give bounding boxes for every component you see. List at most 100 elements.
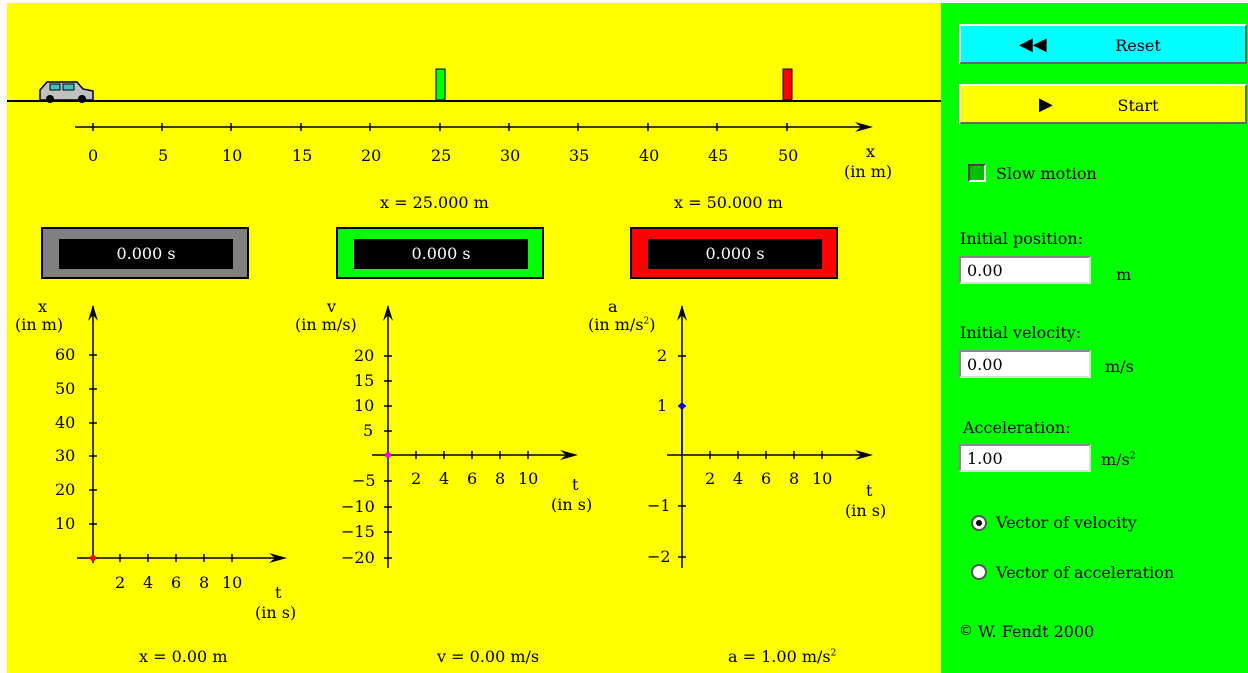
road-tick-label: 45 [708, 146, 729, 165]
graph-x-xtick: 8 [199, 573, 210, 592]
acceleration-label: Acceleration: [963, 418, 1071, 437]
graph-x-xtick: 10 [222, 573, 243, 592]
graph-x-ytick: 40 [55, 413, 76, 432]
graph-a-axes [667, 306, 867, 568]
start-button[interactable]: ▶ Start [959, 84, 1247, 124]
initial-position-label: Initial position: [960, 229, 1084, 248]
road-tick-label: 10 [222, 146, 243, 165]
red-clock-display: 0.000 s [648, 239, 822, 269]
graph-x-axes [77, 306, 282, 563]
graph-x-xtick: 4 [143, 573, 154, 592]
copyright-text: W. Fendt 2000 [978, 622, 1095, 641]
green-flag [435, 68, 446, 101]
graph-x-xlabel: t [275, 583, 282, 602]
control-panel: ◀◀ Reset ▶ Start Slow motion Initial pos… [941, 3, 1248, 673]
graph-v-yunit: (in m/s) [295, 315, 357, 334]
graph-a-marker [679, 403, 685, 409]
graph-x-ytick: 60 [55, 345, 76, 364]
graph-x-xunit: (in s) [255, 603, 297, 622]
simulation-graphics [7, 68, 941, 568]
graph-v-axes [372, 306, 572, 568]
graph-x-yunit: (in m) [15, 315, 64, 334]
graph-v-xtick: 10 [518, 469, 539, 488]
graph-v-ytick: 20 [354, 346, 375, 365]
play-icon: ▶ [1039, 94, 1053, 115]
graph-v-ytick: −20 [341, 548, 375, 567]
graph-x-ytick: 30 [55, 446, 76, 465]
road-tick-label: 35 [569, 146, 590, 165]
road-tick-label: 20 [361, 146, 382, 165]
initial-velocity-label: Initial velocity: [960, 323, 1082, 342]
graph-a-ylabel: a [608, 297, 618, 316]
road-axis-label: x [866, 142, 876, 161]
main-clock-display: 0.000 s [59, 239, 233, 269]
reset-button[interactable]: ◀◀ Reset [959, 24, 1247, 64]
position-readout: x = 0.00 m [139, 647, 228, 666]
acceleration-unit: m/s2 [1101, 450, 1136, 469]
graph-a-ytick: −2 [647, 547, 671, 566]
road-axis-unit: (in m) [844, 162, 893, 181]
red-flag-position-readout: x = 50.000 m [674, 193, 783, 212]
initial-velocity-input[interactable] [959, 350, 1091, 378]
road-tick-label: 0 [88, 146, 99, 165]
graph-x-ytick: 10 [55, 514, 76, 533]
graph-v-xtick: 2 [411, 469, 422, 488]
road-tick-label: 25 [431, 146, 452, 165]
graph-v-xlabel: t [572, 475, 579, 494]
graph-a-xtick: 4 [733, 469, 744, 488]
main-clock: 0.000 s [41, 227, 249, 279]
green-clock-display: 0.000 s [354, 239, 528, 269]
vector-velocity-radio[interactable] [971, 515, 987, 531]
acceleration-readout: a = 1.00 m/s2 [728, 647, 837, 666]
graph-a-xtick: 10 [812, 469, 833, 488]
graph-x-ylabel: x [38, 297, 48, 316]
vector-velocity-label: Vector of velocity [996, 513, 1137, 532]
graph-a-xlabel: t [866, 481, 873, 500]
graph-a-xunit: (in s) [845, 501, 887, 520]
graph-x-xtick: 6 [171, 573, 182, 592]
vector-acceleration-radio[interactable] [971, 564, 987, 580]
road-tick-label: 5 [158, 146, 169, 165]
acceleration-input[interactable] [959, 444, 1091, 472]
initial-velocity-unit: m/s [1105, 357, 1134, 376]
vector-acceleration-label: Vector of acceleration [996, 563, 1175, 582]
graph-v-xtick: 6 [467, 469, 478, 488]
graph-x-xtick: 2 [115, 573, 126, 592]
graph-v-ytick: 15 [354, 371, 375, 390]
road-tick-label: 50 [778, 146, 799, 165]
graph-a-yunit: (in m/s2) [588, 315, 656, 334]
initial-position-unit: m [1116, 265, 1132, 284]
red-clock: 0.000 s [630, 227, 838, 279]
slow-motion-label: Slow motion [996, 164, 1097, 183]
graph-x-marker [90, 555, 96, 561]
graph-a-ytick: 2 [657, 346, 668, 365]
graph-v-ytick: 5 [363, 421, 374, 440]
simulation-canvas: 0 5 10 15 20 25 30 35 40 45 50 x (in m) … [7, 3, 941, 673]
graph-x-ytick: 50 [55, 379, 76, 398]
green-clock: 0.000 s [336, 227, 544, 279]
graph-v-ytick: −5 [352, 471, 376, 490]
graph-a-ytick: 1 [657, 396, 668, 415]
rewind-icon: ◀◀ [1019, 34, 1047, 55]
graph-a-xtick: 6 [761, 469, 772, 488]
graph-v-xunit: (in s) [551, 495, 593, 514]
road-tick-label: 40 [639, 146, 660, 165]
graph-v-ytick: 10 [354, 396, 375, 415]
graph-v-ytick: −15 [341, 522, 375, 541]
graph-v-xtick: 4 [439, 469, 450, 488]
velocity-readout: v = 0.00 m/s [437, 647, 540, 666]
reset-button-label: Reset [1115, 36, 1161, 55]
graph-x-ytick: 20 [55, 480, 76, 499]
green-flag-position-readout: x = 25.000 m [380, 193, 489, 212]
graph-v-ylabel: v [327, 297, 337, 316]
start-button-label: Start [1117, 96, 1159, 115]
copyright-icon: © [959, 623, 973, 639]
graph-a-xtick: 2 [705, 469, 716, 488]
road-tick-label: 15 [292, 146, 313, 165]
red-flag [782, 68, 793, 101]
graph-a-xtick: 8 [789, 469, 800, 488]
slow-motion-checkbox[interactable] [968, 164, 986, 182]
graph-v-ytick: −10 [341, 497, 375, 516]
initial-position-input[interactable] [959, 256, 1091, 284]
graph-v-marker [385, 452, 391, 458]
